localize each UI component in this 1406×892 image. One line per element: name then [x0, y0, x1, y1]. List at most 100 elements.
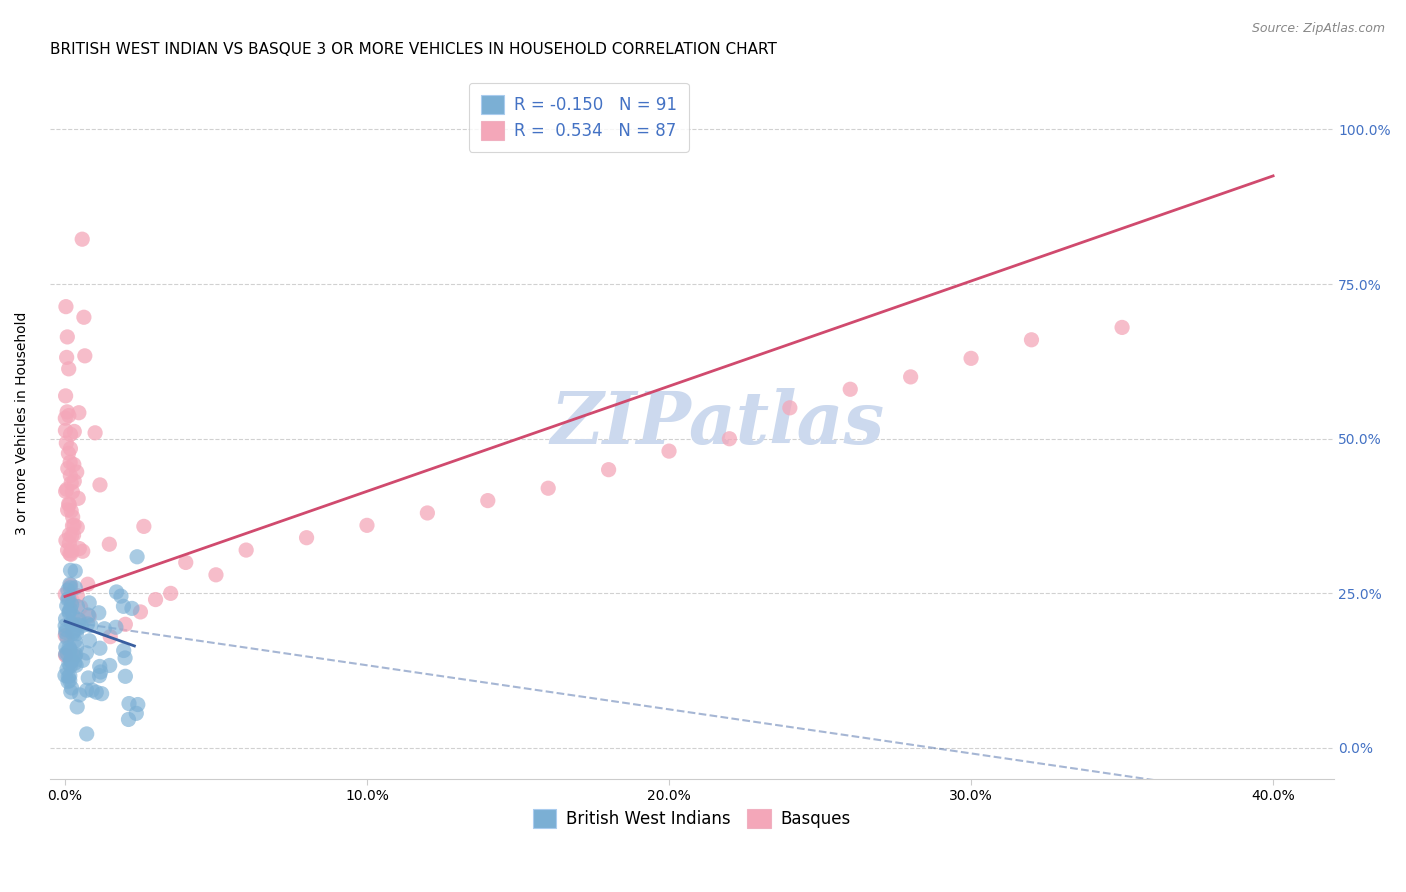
Point: [76, 683, 98, 698]
Point: [75, 646, 97, 660]
Point: [80, 618, 103, 632]
Point: [58, 409, 80, 423]
Point: [66, 520, 89, 534]
Point: [145, 592, 167, 607]
Point: [59, 455, 82, 469]
Point: [59, 668, 82, 682]
Point: [132, 519, 155, 533]
Point: [55, 300, 77, 314]
Point: [110, 589, 132, 603]
Point: [93, 622, 115, 636]
Point: [60, 543, 83, 558]
Point: [59, 577, 82, 591]
Point: [62, 518, 84, 533]
Point: [62, 626, 84, 640]
Point: [63, 656, 86, 670]
Point: [90, 687, 112, 701]
Point: [59, 547, 82, 561]
Point: [56, 583, 79, 598]
Point: [73, 310, 96, 325]
Point: [59, 427, 82, 442]
Point: [55, 640, 77, 655]
Point: [66, 599, 89, 614]
Point: [56, 646, 79, 660]
Point: [98, 658, 121, 673]
Point: [69, 614, 91, 628]
Point: [60, 484, 83, 499]
Text: ZIPatlas: ZIPatlas: [550, 388, 884, 458]
Point: [98, 630, 121, 644]
Point: [59, 659, 82, 673]
Point: [66, 699, 89, 714]
Point: [89, 641, 111, 656]
Point: [90, 665, 112, 679]
Point: [89, 668, 111, 682]
Point: [70, 619, 93, 633]
Point: [112, 643, 135, 657]
Point: [53, 411, 76, 425]
Point: [60, 655, 83, 669]
Point: [55, 648, 77, 663]
Point: [60, 653, 83, 667]
Point: [89, 478, 111, 492]
Point: [58, 670, 80, 684]
Point: [58, 640, 80, 655]
Point: [82, 683, 104, 698]
Point: [56, 461, 79, 475]
Point: [62, 528, 84, 542]
Point: [59, 642, 82, 657]
Point: [77, 671, 100, 685]
Point: [174, 556, 197, 570]
Point: [55, 612, 77, 626]
Point: [62, 510, 84, 524]
Point: [58, 606, 80, 620]
Point: [104, 620, 127, 634]
Point: [67, 491, 90, 506]
Point: [205, 567, 228, 582]
Point: [53, 628, 76, 642]
Point: [63, 518, 86, 533]
Point: [65, 581, 87, 595]
Point: [63, 624, 86, 638]
Point: [84, 425, 107, 440]
Point: [60, 652, 83, 666]
Text: Source: ZipAtlas.com: Source: ZipAtlas.com: [1251, 22, 1385, 36]
Point: [55, 628, 77, 642]
Point: [121, 601, 143, 615]
Point: [60, 529, 83, 543]
Point: [416, 506, 439, 520]
Point: [59, 602, 82, 616]
Point: [356, 518, 378, 533]
Point: [89, 659, 111, 673]
Point: [56, 330, 79, 344]
Point: [55, 483, 77, 497]
Point: [117, 713, 139, 727]
Point: [598, 463, 620, 477]
Point: [62, 648, 84, 663]
Point: [59, 673, 82, 688]
Point: [60, 617, 83, 632]
Point: [87, 606, 110, 620]
Point: [56, 592, 79, 607]
Point: [114, 651, 136, 665]
Point: [72, 653, 94, 667]
Point: [73, 349, 96, 363]
Point: [56, 662, 79, 676]
Point: [59, 685, 82, 699]
Point: [55, 484, 77, 499]
Point: [56, 543, 79, 558]
Point: [76, 616, 98, 631]
Point: [60, 616, 83, 631]
Point: [60, 504, 83, 518]
Point: [58, 498, 80, 512]
Point: [58, 657, 80, 671]
Point: [59, 563, 82, 577]
Point: [65, 626, 87, 640]
Point: [69, 600, 91, 615]
Point: [55, 599, 77, 613]
Point: [56, 631, 79, 645]
Point: [69, 688, 91, 702]
Point: [112, 599, 135, 614]
Point: [295, 531, 318, 545]
Point: [159, 586, 181, 600]
